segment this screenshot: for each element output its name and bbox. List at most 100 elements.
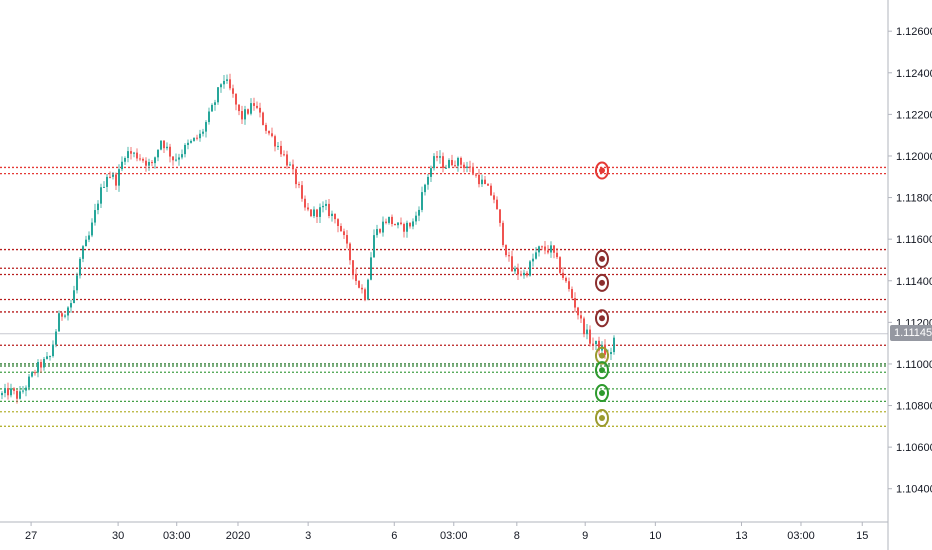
candle (229, 73, 231, 91)
candle (415, 211, 417, 225)
candle (133, 151, 135, 158)
candle (433, 153, 435, 171)
candle (94, 203, 96, 226)
candle (508, 251, 510, 262)
candle (211, 103, 213, 112)
candle (199, 129, 201, 142)
candle (529, 259, 531, 277)
candle (400, 217, 402, 226)
level-marker-icon[interactable] (595, 161, 609, 180)
candle (583, 316, 585, 338)
candle (289, 161, 291, 166)
y-axis-ticks[interactable]: 1.12600 1.12400 1.12200 1.12000 1.11800 1.116… (888, 26, 932, 496)
candle (421, 186, 423, 213)
level-marker-icon[interactable] (595, 346, 609, 365)
candle (265, 122, 267, 134)
candle (322, 201, 324, 213)
candle (364, 287, 366, 302)
candle (232, 84, 234, 98)
candle (490, 183, 492, 196)
candle (556, 247, 558, 259)
candle (100, 183, 102, 208)
x-tick-label: 30 (112, 530, 124, 542)
level-markers[interactable] (595, 161, 609, 428)
candle (238, 104, 240, 116)
candle (208, 107, 210, 125)
candle (181, 149, 183, 160)
candle (472, 162, 474, 176)
candle (142, 157, 144, 163)
level-marker-icon[interactable] (595, 273, 609, 292)
candle (28, 373, 30, 391)
candle (340, 223, 342, 232)
candle (103, 181, 105, 188)
candle (115, 172, 117, 191)
candle (253, 97, 255, 111)
candle (412, 218, 414, 230)
level-marker-icon[interactable] (595, 361, 609, 380)
level-marker-icon[interactable] (595, 409, 609, 428)
candle (151, 159, 153, 167)
candle (58, 310, 60, 332)
candle (532, 253, 534, 267)
candle (256, 101, 258, 110)
candle (310, 209, 312, 218)
candle (196, 134, 198, 141)
candle (43, 357, 45, 371)
x-tick-label: 6 (391, 530, 397, 542)
level-marker-icon[interactable] (595, 249, 609, 268)
candle (592, 337, 594, 351)
candle (463, 162, 465, 173)
level-marker-icon[interactable] (595, 384, 609, 403)
candle (274, 134, 276, 152)
candle (52, 340, 54, 358)
candle (496, 196, 498, 210)
candle (586, 323, 588, 340)
candlestick-series (1, 73, 615, 404)
candle (220, 83, 222, 93)
candle (352, 260, 354, 280)
candle (475, 172, 477, 178)
candle (430, 165, 432, 183)
candle (403, 222, 405, 238)
candle (553, 245, 555, 259)
candle (172, 155, 174, 166)
candle (46, 351, 48, 360)
candle (130, 147, 132, 160)
candle (304, 195, 306, 211)
candle (202, 128, 204, 137)
candle (520, 270, 522, 277)
candle (379, 228, 381, 234)
x-tick-label: 03:00 (163, 530, 191, 542)
candle (76, 272, 78, 294)
candle (382, 216, 384, 237)
candle (610, 347, 612, 361)
candle (454, 160, 456, 168)
candle (328, 198, 330, 219)
candle (334, 213, 336, 224)
candle (295, 168, 297, 189)
candle (457, 156, 459, 172)
level-marker-icon[interactable] (595, 309, 609, 328)
y-tick-label: 1.12000 (896, 151, 932, 163)
candle (286, 150, 288, 169)
candle (598, 336, 600, 356)
candle (580, 312, 582, 323)
x-axis-ticks[interactable]: 27 30 03:00 2020 3 6 03:00 8 9 10 13 03:00 15 (25, 522, 868, 542)
candle (523, 269, 525, 279)
x-tick-label: 9 (582, 530, 588, 542)
candle (358, 280, 360, 289)
candle (193, 137, 195, 142)
candle (562, 267, 564, 281)
candle (10, 383, 12, 398)
candle (517, 263, 519, 281)
candle (292, 159, 294, 175)
candle (469, 160, 471, 173)
candle (190, 139, 192, 144)
candle (484, 176, 486, 185)
candle (163, 139, 165, 154)
y-tick-label: 1.10400 (896, 484, 932, 496)
candle (88, 231, 90, 243)
candle (385, 218, 387, 225)
